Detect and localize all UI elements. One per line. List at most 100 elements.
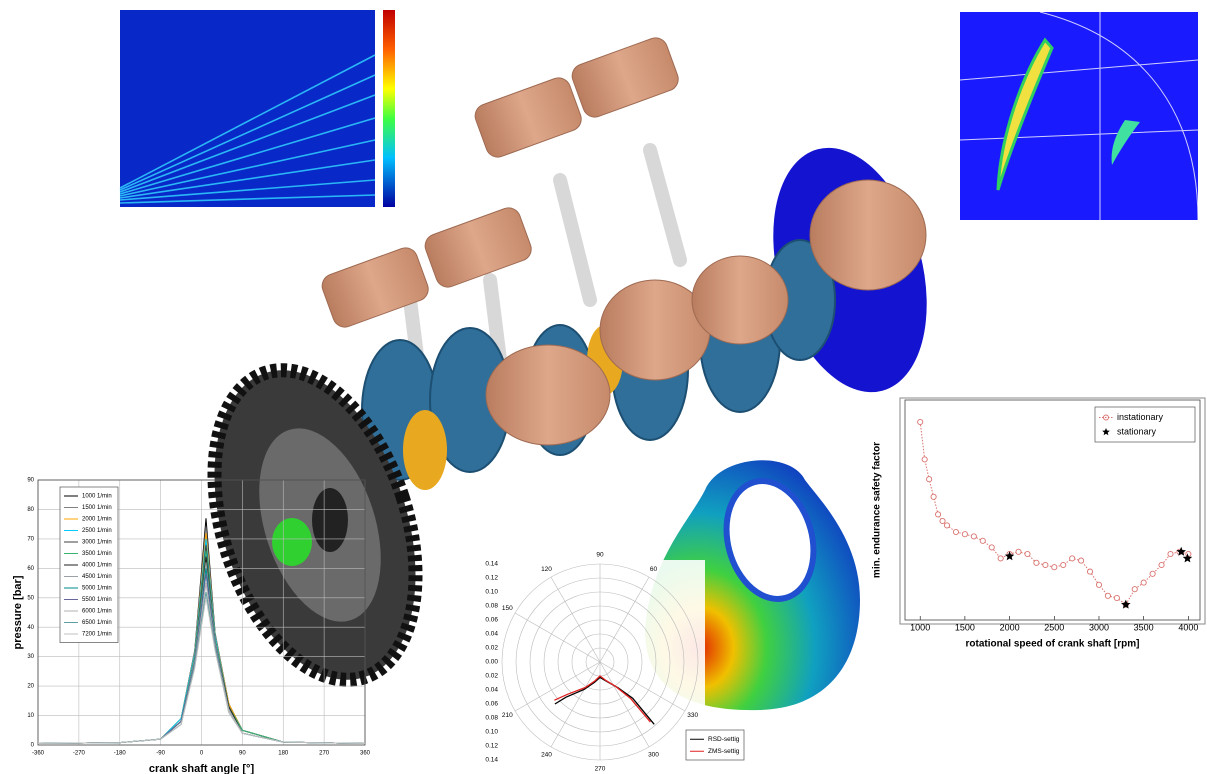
x-tick-label: 3500: [1134, 622, 1154, 632]
y-tick-label: 20: [27, 684, 34, 690]
point: [1042, 561, 1049, 569]
r-tick-label: 0.04: [485, 631, 498, 638]
x-tick-label: 0: [200, 751, 204, 757]
point: [997, 555, 1004, 562]
legend-box: [685, 729, 745, 761]
point: [930, 493, 937, 500]
r-tick-label: 0.04: [485, 687, 498, 694]
legend-label: 2000 1/min: [82, 517, 112, 523]
point: [917, 418, 924, 426]
point: [1140, 579, 1147, 586]
grid-spoke: [514, 612, 601, 663]
series-line: [919, 421, 1189, 606]
grid-spoke: [599, 661, 686, 712]
x-tick-label: -180: [114, 751, 127, 757]
legend-label: RSD-settig: [708, 736, 740, 743]
legend-label: stationary: [1117, 426, 1157, 436]
point: [1004, 551, 1015, 561]
r-tick-label: 0.02: [485, 645, 498, 652]
theta-tick-label: 270: [595, 766, 606, 773]
legend-label: instationary: [1117, 412, 1164, 422]
x-tick-label: 2000: [1000, 622, 1020, 632]
point: [1158, 561, 1165, 569]
r-tick-label: 0.12: [485, 743, 498, 750]
r-tick-label: 0.00: [485, 659, 498, 666]
plot-frame: [904, 399, 1201, 621]
legend-label: 7200 1/min: [82, 632, 112, 638]
r-tick-label: 0.14: [485, 757, 498, 764]
spectrogram: [119, 10, 395, 207]
x-tick-label: 90: [239, 751, 246, 757]
series-line: [554, 675, 651, 723]
theta-tick-label: 210: [502, 712, 513, 719]
x-tick-label: 270: [319, 751, 330, 757]
r-tick-label: 0.06: [485, 617, 498, 624]
theta-tick-label: 300: [648, 751, 659, 758]
point: [952, 528, 960, 536]
r-tick-label: 0.06: [485, 701, 498, 708]
x-tick-label: -90: [156, 751, 165, 757]
y-tick-label: 70: [27, 536, 34, 542]
point: [943, 522, 951, 529]
point: [1113, 594, 1120, 602]
x-tick-label: 4000: [1178, 622, 1198, 632]
r-tick-label: 0.10: [485, 729, 498, 736]
point: [935, 511, 942, 518]
grid-spoke: [514, 661, 601, 712]
y-tick-label: 60: [27, 566, 34, 572]
point: [979, 537, 986, 544]
point: [1078, 557, 1085, 564]
r-tick-label: 0.02: [485, 673, 498, 680]
point: [1167, 550, 1174, 558]
r-tick-label: 0.10: [485, 589, 498, 596]
point: [1060, 561, 1067, 569]
legend-label: 5000 1/min: [82, 586, 112, 592]
point: [1033, 559, 1040, 566]
point: [1131, 586, 1138, 593]
legend-label: 3500 1/min: [82, 551, 112, 557]
point: [1069, 555, 1076, 562]
legend-label: 3000 1/min: [82, 540, 112, 546]
y-tick-label: 80: [27, 507, 34, 513]
legend-marker: [1103, 414, 1109, 421]
theta-tick-label: 330: [687, 712, 698, 719]
legend-label: 1500 1/min: [82, 505, 112, 511]
x-tick-label: -270: [73, 751, 86, 757]
theta-tick-label: 60: [650, 566, 658, 573]
y-tick-label: 0: [31, 743, 35, 749]
r-tick-label: 0.08: [485, 715, 498, 722]
r-tick-label: 0.14: [485, 561, 498, 568]
theta-tick-label: 240: [541, 751, 552, 758]
point: [1176, 546, 1186, 556]
theta-tick-label: 90: [596, 552, 604, 559]
legend-marker: [1102, 428, 1110, 436]
series-line: [554, 676, 655, 725]
chart: 0.00 0.02 0.02 0.04 0.04 0.06 0.06 0.08 0.08 0.10…: [485, 552, 745, 773]
point: [1086, 568, 1094, 575]
legend-label: ZMS-settig: [708, 748, 740, 755]
legend-box: [1094, 406, 1196, 443]
grid-spoke: [550, 576, 601, 663]
x-tick-label: 180: [278, 751, 289, 757]
legend-label: 1000 1/min: [82, 494, 112, 500]
x-tick-label: 1000: [910, 622, 930, 632]
point: [1149, 570, 1156, 577]
x-tick-label: -360: [32, 751, 45, 757]
theta-tick-label: 120: [541, 566, 552, 573]
point: [1015, 548, 1022, 555]
crankshaft-render: [207, 37, 927, 687]
point: [926, 476, 933, 483]
legend-label: 4000 1/min: [82, 563, 112, 569]
legend-label: 4500 1/min: [82, 574, 112, 580]
chart: 1000 1500 2000 2500 3000 3500 4000 rotational s…: [872, 399, 1201, 650]
point: [1024, 550, 1031, 558]
point: [1182, 553, 1193, 563]
x-tick-label: 3000: [1089, 622, 1109, 632]
x-axis-label: crank shaft angle [°]: [149, 763, 255, 774]
x-tick-label: 360: [360, 751, 371, 757]
point: [961, 531, 968, 538]
r-tick-label: 0.12: [485, 575, 498, 582]
y-tick-label: 40: [27, 625, 34, 631]
legend-label: 6500 1/min: [82, 620, 112, 626]
